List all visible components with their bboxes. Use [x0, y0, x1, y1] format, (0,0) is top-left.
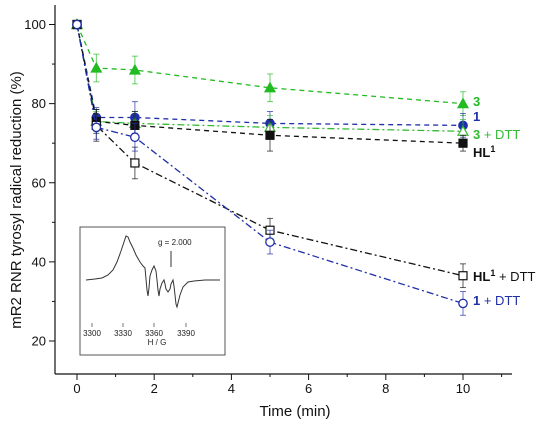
series-label: HL1 — [473, 144, 495, 160]
series-label-superscript: 1 — [490, 268, 495, 278]
inset-tick-label: 3360 — [145, 329, 163, 338]
series-5 — [72, 19, 468, 316]
series-label-name: HL — [473, 269, 490, 284]
inset-axis-ticks: 3300 3330 3360 3390 — [83, 323, 195, 338]
x-tick-label: 8 — [382, 381, 389, 396]
series-label-suffix: + DTT — [480, 127, 520, 142]
inset-tick-label: 3300 — [83, 329, 101, 338]
data-point — [458, 298, 468, 309]
series-label-suffix: + DTT — [495, 269, 535, 284]
series-label-name: HL — [473, 145, 490, 160]
inset-spectrum-trace — [85, 235, 220, 309]
series-label-superscript: 1 — [490, 144, 495, 154]
series-label-name: 1 — [473, 109, 480, 124]
series-label: 3 + DTT — [473, 127, 520, 142]
data-point — [458, 138, 468, 148]
y-tick-label: 20 — [32, 334, 46, 349]
y-tick-label: 100 — [24, 17, 46, 32]
series-label: 3 — [473, 94, 480, 109]
data-point — [265, 130, 275, 140]
y-tick-label: 80 — [32, 96, 46, 111]
inset-epr-spectrum: g = 2.000 3300 3330 3360 3390 H / G — [79, 226, 226, 356]
series-label: 1 — [473, 109, 480, 124]
x-tick-label: 4 — [228, 381, 235, 396]
x-tick-label: 10 — [456, 381, 470, 396]
inset-annotation: g = 2.000 — [158, 238, 192, 247]
series-0 — [70, 18, 470, 116]
x-axis-label: Time (min) — [259, 403, 330, 420]
series-label: 1 + DTT — [473, 293, 520, 308]
y-tick-label: 40 — [32, 254, 46, 269]
x-tick-label: 2 — [151, 381, 158, 396]
series-label: HL1 + DTT — [473, 268, 536, 284]
data-point — [130, 158, 140, 168]
x-tick-label: 6 — [305, 381, 312, 396]
series-line — [76, 24, 464, 105]
data-point — [128, 63, 141, 75]
data-point — [265, 237, 275, 247]
inset-frame — [79, 226, 226, 356]
data-point — [90, 61, 103, 73]
y-tick-label: 60 — [32, 175, 46, 190]
series-label-suffix: + DTT — [480, 293, 520, 308]
series-label-name: 3 — [473, 94, 480, 109]
series-label-name: 1 — [473, 293, 480, 308]
inset-x-label: H / G — [148, 338, 167, 347]
data-point — [130, 132, 140, 143]
axes: 0 2 4 6 8 10 20 40 60 80 100 — [24, 5, 512, 396]
series-label-name: 3 — [473, 127, 480, 142]
data-point — [72, 19, 82, 30]
inset-tick-label: 3390 — [177, 329, 195, 338]
data-point — [456, 97, 470, 109]
y-axis-label: mR2 RNR tyrosyl radical reduction (%) — [8, 71, 25, 329]
series-layer — [70, 18, 470, 316]
data-point — [458, 271, 468, 281]
inset-tick-label: 3330 — [114, 329, 132, 338]
x-tick-label: 0 — [73, 381, 80, 396]
data-point — [263, 81, 277, 93]
data-point — [91, 122, 102, 133]
